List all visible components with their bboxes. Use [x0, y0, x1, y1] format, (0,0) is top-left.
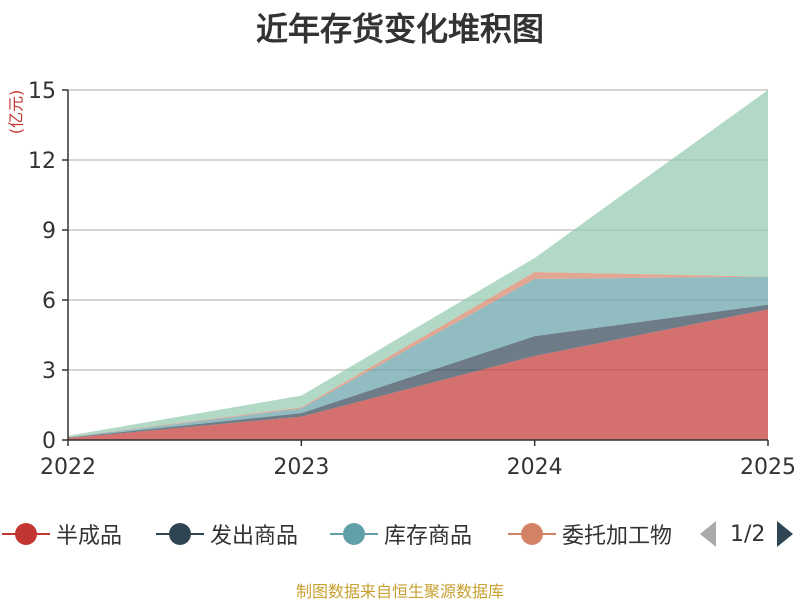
x-tick-label: 2023 [273, 455, 329, 480]
legend-item-goods-shipped[interactable]: 发出商品 [156, 514, 298, 554]
legend-dot [343, 523, 365, 545]
legend-marker [2, 514, 50, 554]
area-series-1 [68, 304, 768, 439]
legend-dot [15, 523, 37, 545]
legend-marker [508, 514, 556, 554]
source-note: 制图数据来自恒生聚源数据库 [295, 582, 504, 601]
x-tick-label: 2022 [40, 455, 96, 480]
legend-marker [156, 514, 204, 554]
legend-item-consigned-processing[interactable]: 委托加工物 [508, 514, 672, 554]
legend-dot [169, 523, 191, 545]
legend-label: 半成品 [56, 524, 123, 549]
legend-pager: 1/2 [700, 514, 794, 554]
area-series-2 [68, 276, 768, 438]
legend-dot [521, 523, 543, 545]
x-tick-label: 2025 [740, 455, 796, 480]
y-tick-label: 3 [42, 359, 56, 384]
legend-label: 发出商品 [210, 524, 299, 549]
legend-label: 库存商品 [384, 524, 473, 549]
y-tick-label: 0 [42, 429, 56, 454]
legend-item-inventory-goods[interactable]: 库存商品 [330, 514, 472, 554]
legend-item-semi-finished[interactable]: 半成品 [2, 514, 122, 554]
legend-next-arrow-icon[interactable] [777, 521, 794, 547]
legend-label: 委托加工物 [562, 524, 673, 549]
y-tick-label: 9 [42, 219, 56, 244]
chart-title: 近年存货变化堆积图 [255, 10, 544, 48]
legend-prev-arrow-icon[interactable] [700, 521, 716, 547]
area-series [68, 90, 768, 440]
y-tick-label: 12 [28, 149, 56, 174]
area-series-4 [68, 90, 768, 437]
area-series-0 [68, 309, 768, 440]
y-tick-label: 15 [28, 79, 56, 104]
legend: 半成品 发出商品 库存商品 委托加工物 [0, 514, 800, 554]
axes: 0 3 6 9 12 15 2022 2023 2024 2025 [28, 79, 796, 480]
legend-marker [330, 514, 378, 554]
y-tick-label: 6 [42, 289, 56, 314]
legend-page-indicator: 1/2 [730, 521, 766, 547]
x-tick-label: 2024 [507, 455, 563, 480]
